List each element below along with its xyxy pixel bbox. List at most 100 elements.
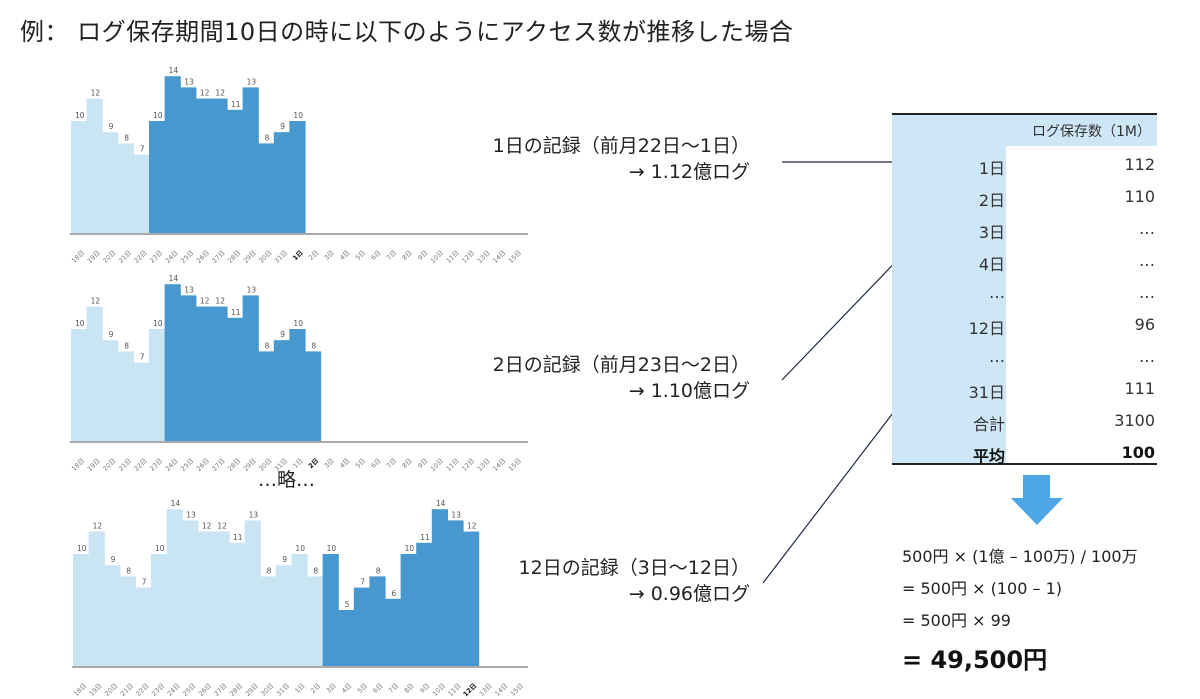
bar-value-label: 13 (249, 510, 259, 519)
x-tick-label: 14日 (491, 457, 507, 473)
x-tick-label: 23日 (148, 249, 164, 265)
x-tick-label: 26日 (195, 249, 211, 265)
bar-value-label: 11 (420, 533, 430, 542)
x-tick-label: 13日 (476, 249, 492, 265)
table-row: 合計 3100 (892, 405, 1157, 437)
chart-bar (213, 531, 230, 666)
bar-value-label: 12 (467, 522, 477, 531)
record-day-2: 2日の記録（前月23日〜2日） → 1.10億ログ (493, 352, 750, 404)
x-tick-label: 31日 (275, 682, 291, 698)
x-tick-label: 23日 (148, 457, 164, 473)
bar-value-label: 12 (215, 89, 225, 98)
bar-value-label: 8 (376, 566, 381, 575)
chart-day-1: 10 12 9 8 7 10 14 13 12 12 11 13 8 9 10 18日 19日 20日 21日 22日… (70, 66, 528, 265)
x-tick-label: 19日 (86, 249, 102, 265)
bar-value-label: 12 (91, 297, 101, 306)
table-row: 31日 111 (892, 373, 1157, 405)
bar-value-label: 10 (153, 111, 163, 120)
chart-bar (338, 610, 355, 666)
x-tick-label: 13日 (476, 457, 492, 473)
x-tick-label: 11日 (445, 249, 461, 265)
x-tick-label: 30日 (259, 682, 275, 698)
chart-bar (273, 340, 290, 441)
chart-bar (258, 351, 275, 441)
table-row-value: 96 (1134, 315, 1155, 334)
x-tick-label: 11日 (445, 457, 461, 473)
chart-bar (227, 109, 244, 233)
chart-bar (182, 520, 199, 666)
table-row-label: 31日 (968, 383, 1005, 402)
table-row: 3日… (892, 213, 1157, 245)
bar-value-label: 10 (153, 319, 163, 328)
chart-bar (102, 132, 119, 233)
x-tick-label: 18日 (72, 682, 88, 698)
x-tick-label: 5日 (354, 457, 367, 470)
x-tick-label: 20日 (103, 682, 119, 698)
bar-value-label: 13 (451, 510, 461, 519)
x-tick-label: 3日 (323, 457, 336, 470)
bar-value-label: 9 (109, 122, 114, 131)
bar-value-label: 14 (169, 274, 179, 283)
x-tick-label: 25日 (179, 249, 195, 265)
table-row-label: 平均 (972, 447, 1005, 466)
x-tick-label: 12日 (462, 682, 479, 699)
table-row-value: 112 (1124, 155, 1155, 174)
x-tick-label: 29日 (242, 249, 258, 265)
chart-bar (229, 542, 246, 666)
x-tick-label: 10日 (429, 457, 445, 473)
x-tick-label: 8日 (403, 682, 416, 695)
x-tick-label: 19日 (86, 457, 102, 473)
x-tick-label: 6日 (371, 682, 384, 695)
bar-value-label: 11 (231, 308, 241, 317)
bar-value-label: 12 (200, 89, 210, 98)
table-row-label: 3日 (978, 223, 1005, 242)
x-tick-label: 4日 (340, 682, 353, 695)
x-tick-label: 4日 (338, 249, 351, 262)
x-tick-label: 12日 (460, 457, 476, 473)
chart-bar (353, 587, 370, 666)
chart-bar (117, 143, 134, 233)
bar-value-label: 10 (75, 319, 85, 328)
x-tick-label: 25日 (181, 682, 197, 698)
x-tick-label: 15日 (507, 249, 523, 265)
x-tick-label: 27日 (213, 682, 229, 698)
x-tick-label: 20日 (101, 249, 117, 265)
x-tick-label: 5日 (356, 682, 369, 695)
table-header-row (892, 115, 1157, 146)
chart-bar (119, 576, 136, 666)
chart-bar (164, 284, 181, 441)
record-day-12-title: 12日の記録（3日〜12日） (518, 557, 750, 579)
x-tick-label: 5日 (354, 249, 367, 262)
x-tick-label: 31日 (273, 249, 289, 265)
chart-bar (86, 306, 103, 441)
chart-bar (180, 87, 197, 234)
x-tick-label: 22日 (135, 682, 151, 698)
chart-bar (260, 576, 277, 666)
chart-bar (86, 98, 103, 233)
calc-line-1: 500円 × (1億 – 100万) / 100万 (902, 547, 1138, 566)
chart-bar (166, 509, 183, 666)
x-tick-label: 29日 (244, 682, 260, 698)
chart-bar (88, 531, 105, 666)
chart-bar (307, 576, 324, 666)
bar-value-label: 10 (293, 111, 303, 120)
log-count-table: ログ保存数（1M） 1日 112 2日 110 3日… 4日……… 12日 96…… 31日 11… (892, 113, 1157, 466)
chart-bar (369, 576, 386, 666)
chart-bar (416, 542, 433, 666)
chart-bar (258, 143, 275, 233)
bar-value-label: 7 (360, 578, 365, 587)
x-tick-label: 12日 (460, 249, 476, 265)
x-tick-label: 7日 (385, 457, 398, 470)
bar-value-label: 10 (295, 544, 305, 553)
bar-value-label: 8 (311, 341, 316, 350)
bar-value-label: 14 (171, 499, 181, 508)
chart-bar (151, 554, 168, 666)
bar-value-label: 11 (231, 100, 241, 109)
table-row: 1日 112 (892, 149, 1157, 181)
x-tick-label: 7日 (385, 249, 398, 262)
record-day-1-title: 1日の記録（前月22日〜1日） (492, 135, 750, 157)
chart-bar (275, 565, 292, 666)
table-row: 平均 100 (892, 437, 1157, 469)
x-tick-label: 18日 (70, 457, 86, 473)
chart-bar (289, 121, 306, 233)
